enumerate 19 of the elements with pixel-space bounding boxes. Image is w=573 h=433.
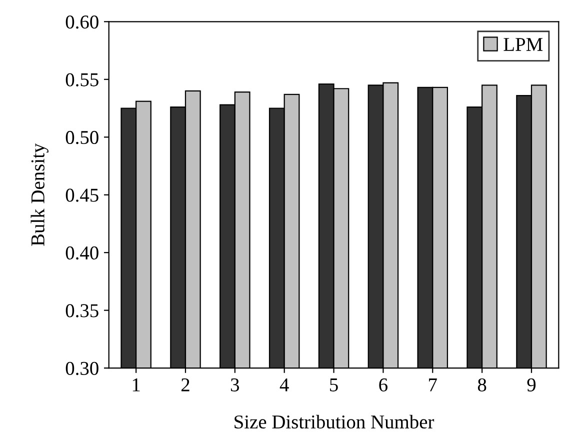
y-tick-label: 0.45 bbox=[66, 188, 98, 202]
x-tick-label: 4 bbox=[280, 378, 289, 392]
x-tick-label: 2 bbox=[181, 378, 190, 392]
x-tick-label: 8 bbox=[478, 378, 486, 392]
x-tick-label: 6 bbox=[379, 378, 388, 392]
y-axis-title: Bulk Density bbox=[30, 143, 48, 246]
x-tick-label: 5 bbox=[330, 378, 338, 392]
x-axis-title: Size Distribution Number bbox=[234, 414, 434, 429]
x-tick-label: 9 bbox=[527, 378, 536, 392]
y-tick-label: 0.60 bbox=[66, 15, 98, 29]
y-tick-label: 0.30 bbox=[66, 362, 98, 376]
x-tick-label: 3 bbox=[230, 378, 240, 392]
y-tick-label: 0.35 bbox=[66, 304, 98, 318]
y-tick-label: 0.55 bbox=[66, 73, 98, 86]
y-tick-label: 0.50 bbox=[66, 130, 98, 144]
y-tick-label: 0.40 bbox=[66, 246, 98, 260]
x-tick-label: 7 bbox=[429, 378, 437, 392]
x-tick-label: 1 bbox=[132, 378, 140, 392]
legend-label: LPM bbox=[504, 38, 543, 51]
